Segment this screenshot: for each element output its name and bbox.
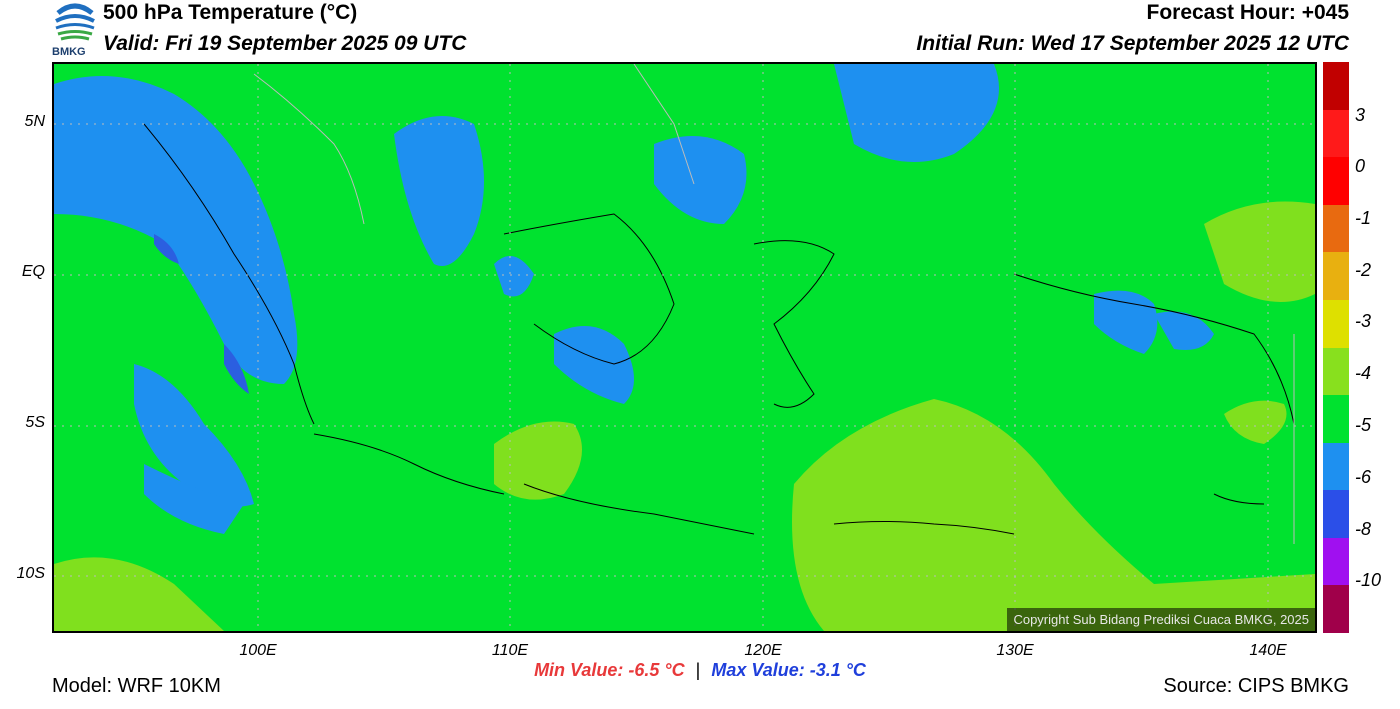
bmkg-logo: [52, 1, 98, 59]
lat-label-10s: 10S: [16, 565, 45, 582]
separator: |: [695, 660, 701, 680]
lon-label-130e: 130E: [996, 642, 1034, 659]
colorbar: [1323, 62, 1349, 634]
lat-label-eq: EQ: [21, 263, 45, 280]
colorbar-label: -10: [1355, 570, 1382, 590]
colorbar-label: -5: [1355, 415, 1372, 435]
colorbar-segment: [1323, 490, 1349, 539]
chart-title: 500 hPa Temperature (°C): [103, 1, 358, 24]
warm-areas: [54, 201, 1315, 631]
colorbar-label: -4: [1355, 363, 1372, 383]
colorbar-label: -3: [1355, 311, 1372, 331]
model-label: Model: WRF 10KM: [52, 675, 221, 697]
lon-label-100e: 100E: [239, 642, 277, 659]
lon-label-110e: 110E: [491, 642, 529, 659]
gridlines: [54, 64, 1315, 631]
cold-spots: [154, 234, 249, 394]
colorbar-segment: [1323, 157, 1349, 206]
max-value: Max Value: -3.1 °C: [711, 660, 866, 680]
cool-areas: [54, 64, 1214, 534]
colorbar-label: -8: [1355, 519, 1372, 539]
initial-run: Initial Run: Wed 17 September 2025 12 UT…: [916, 32, 1349, 55]
map-canvas: [54, 64, 1315, 631]
colorbar-segment: [1323, 395, 1349, 444]
colorbar-segment: [1323, 347, 1349, 396]
colorbar-label: 3: [1355, 105, 1366, 125]
logo-text: BMKG: [52, 46, 86, 58]
colorbar-label: -1: [1355, 208, 1372, 228]
colorbar-segment: [1323, 109, 1349, 158]
valid-time: Valid: Fri 19 September 2025 09 UTC: [103, 32, 467, 55]
copyright-notice: Copyright Sub Bidang Prediksi Cuaca BMKG…: [1007, 608, 1315, 631]
borders: [253, 64, 1295, 544]
forecast-hour: Forecast Hour: +045: [1146, 1, 1350, 24]
lon-label-120e: 120E: [744, 642, 782, 659]
colorbar-segment: [1323, 204, 1349, 253]
colorbar-segment: [1323, 585, 1349, 634]
lon-label-140e: 140E: [1249, 642, 1287, 659]
source-label: Source: CIPS BMKG: [1163, 675, 1349, 697]
colorbar-label: 0: [1355, 156, 1366, 176]
colorbar-segment: [1323, 62, 1349, 111]
lat-label-5s: 5S: [25, 414, 45, 431]
colorbar-segment: [1323, 537, 1349, 586]
min-value: Min Value: -6.5 °C: [534, 660, 685, 680]
min-max-values: Min Value: -6.5 °C | Max Value: -3.1 °C: [0, 660, 1400, 681]
colorbar-segment: [1323, 252, 1349, 301]
colorbar-label: -6: [1355, 467, 1372, 487]
lat-label-5n: 5N: [24, 113, 45, 130]
colorbar-label: -2: [1355, 260, 1372, 280]
colorbar-segment: [1323, 442, 1349, 491]
temperature-map: [52, 62, 1317, 633]
colorbar-segment: [1323, 299, 1349, 348]
